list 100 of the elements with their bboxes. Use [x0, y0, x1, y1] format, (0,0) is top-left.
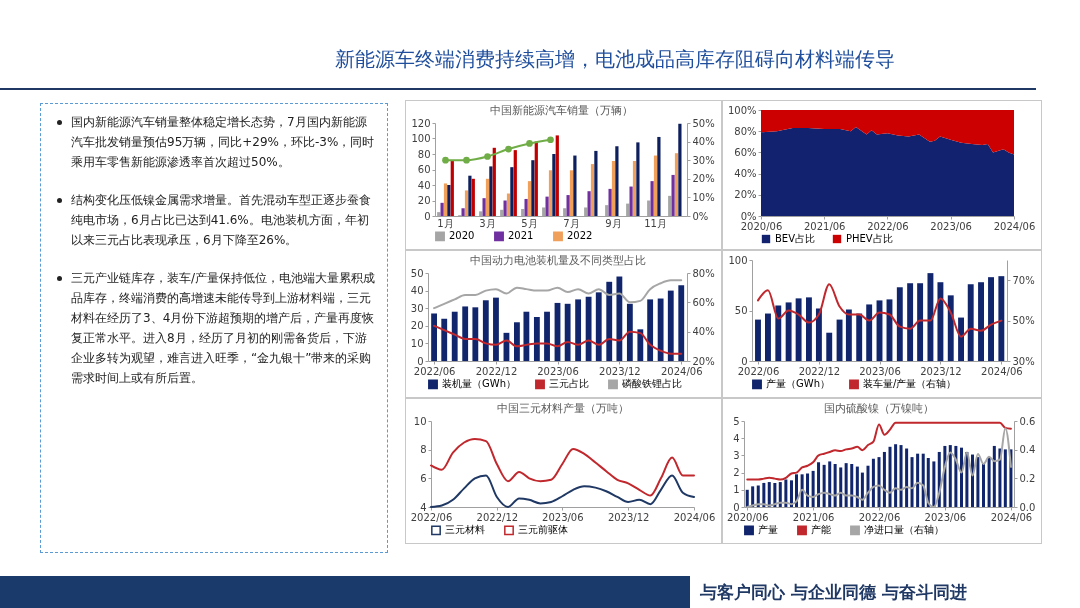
bar [806, 473, 810, 507]
bar [524, 198, 528, 216]
x-tick-label: 2020/06 [726, 511, 769, 523]
bar [608, 188, 612, 216]
bar [489, 166, 493, 216]
bar [575, 299, 582, 361]
bar [765, 313, 771, 361]
bar [443, 183, 448, 216]
bar [464, 190, 469, 216]
legend-label: 装车量/产量（右轴） [863, 378, 957, 390]
bar [866, 304, 873, 361]
bar [462, 306, 469, 361]
x-tick-label: 2021/06 [803, 220, 846, 232]
bar [958, 317, 965, 361]
bar [784, 479, 788, 507]
y-tick-label: 40 [410, 285, 424, 297]
y-tick-label: 6 [420, 472, 427, 484]
y-tick-label: 2 [733, 467, 740, 479]
y2-tick-label: 20% [692, 173, 715, 185]
x-tick-label: 2023/12 [920, 365, 962, 377]
x-tick-label: 2023/06 [859, 365, 901, 377]
bar [647, 299, 654, 361]
bar [513, 150, 517, 216]
bar [916, 453, 920, 507]
bar [632, 160, 637, 216]
chart-title: 国内硫酸镍（万镍吨） [824, 402, 934, 415]
bar [606, 281, 613, 361]
legend-label: 净进口量（右轴） [864, 524, 944, 536]
y-tick-label: 40 [417, 179, 431, 191]
x-tick-label: 1月 [437, 217, 454, 229]
bar [954, 445, 958, 507]
bar [678, 123, 682, 216]
bar [917, 283, 924, 361]
y2-tick-label: 10% [692, 191, 715, 203]
x-tick-label: 9月 [605, 217, 622, 229]
bar [978, 282, 984, 361]
y-tick-label: 60% [734, 146, 757, 158]
legend-label: 磷酸铁锂占比 [621, 378, 682, 390]
bar [637, 329, 644, 361]
bar [636, 142, 640, 216]
bar [545, 196, 549, 216]
y-tick-label: 1 [733, 484, 740, 496]
bar [531, 160, 535, 216]
legend-label: 2020 [449, 230, 475, 242]
line-series [430, 437, 695, 497]
y-tick-label: 8 [420, 444, 427, 456]
y2-tick-label: 30% [692, 154, 715, 166]
bar [855, 466, 859, 507]
x-tick-label: 2020/06 [740, 220, 783, 232]
bar [811, 470, 815, 507]
y-tick-label: 10 [410, 337, 424, 349]
bar [678, 285, 685, 361]
bar [981, 464, 985, 507]
y2-tick-label: 50% [692, 117, 715, 129]
bar [755, 319, 761, 361]
legend-label: 2021 [508, 230, 534, 242]
bar [667, 290, 674, 361]
line-series [746, 421, 1012, 481]
x-tick-label: 2022/06 [410, 511, 453, 523]
y2-tick-label: 20% [692, 355, 715, 367]
y-tick-label: 50 [734, 305, 748, 316]
x-tick-label: 2023/06 [542, 511, 584, 523]
bar [441, 318, 448, 361]
legend-label: 三元占比 [549, 378, 589, 390]
x-tick-label: 2022/12 [798, 365, 841, 377]
bar [510, 167, 514, 216]
bar [762, 482, 766, 507]
bar [745, 489, 749, 507]
y-tick-label: 20 [417, 195, 431, 206]
legend-label: 产量（GWh） [766, 378, 830, 390]
x-tick-label: 2023/06 [537, 365, 579, 377]
x-tick-label: 2022/06 [413, 365, 456, 377]
bar [826, 332, 833, 361]
x-tick-label: 2024/06 [660, 365, 703, 377]
bar [833, 464, 837, 507]
bar [882, 451, 886, 507]
y-tick-label: 50 [410, 267, 424, 279]
bar [822, 464, 826, 507]
x-tick-label: 2022/12 [475, 365, 518, 377]
bar [616, 276, 623, 361]
bar [910, 457, 914, 507]
bar [611, 160, 616, 216]
bar [431, 313, 437, 361]
bar [493, 297, 499, 361]
line-series [433, 324, 683, 355]
y-tick-label: 0 [424, 210, 431, 222]
y-tick-label: 20% [734, 189, 757, 201]
bar [674, 153, 679, 216]
bar [926, 457, 930, 507]
bar [482, 198, 486, 216]
x-tick-label: 2024/06 [993, 220, 1036, 232]
bar [450, 160, 454, 216]
bar [844, 463, 848, 507]
legend-label: 装机量（GWh） [442, 378, 516, 390]
bar [503, 200, 507, 216]
bar [828, 461, 832, 507]
bar [492, 147, 496, 216]
y-tick-label: 10 [413, 415, 427, 427]
bar [767, 482, 771, 507]
x-tick-label: 2023/12 [599, 365, 641, 377]
